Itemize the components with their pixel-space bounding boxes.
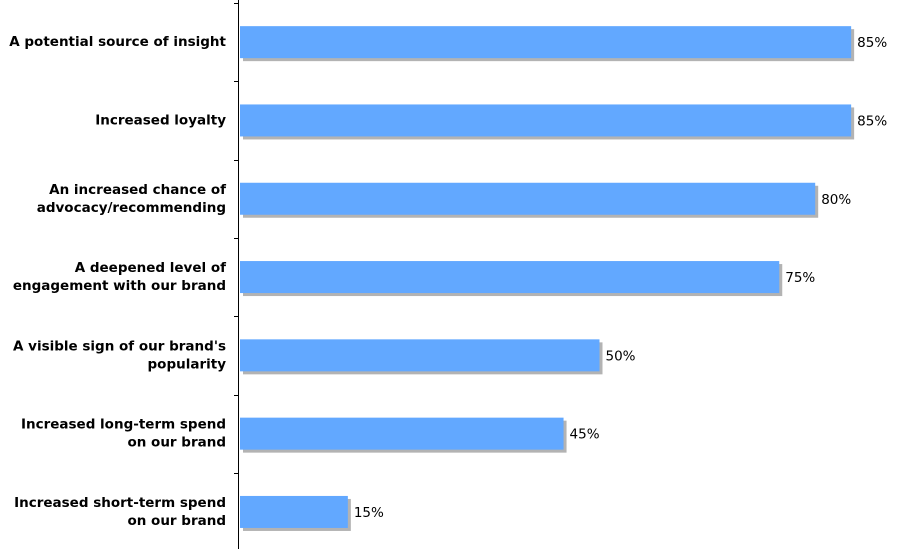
category-label: Increased long-term spend on our brand (21, 417, 226, 451)
bar (240, 104, 852, 137)
bar (240, 495, 348, 528)
category-label: An increased chance of advocacy/recommend… (37, 182, 226, 216)
value-label: 45% (570, 427, 600, 443)
bar (240, 417, 564, 450)
value-label: 80% (821, 192, 851, 208)
bar (240, 182, 816, 215)
category-label: A potential source of insight (9, 34, 226, 50)
category-label: Increased loyalty (95, 112, 226, 128)
value-label: 85% (857, 113, 887, 129)
value-label: 15% (354, 505, 384, 521)
bar (240, 261, 780, 294)
value-label: 50% (606, 348, 636, 364)
bar (240, 339, 600, 372)
bar (240, 26, 852, 59)
value-label: 85% (857, 35, 887, 51)
category-label: A deepened level of engagement with our b… (13, 260, 226, 294)
value-label: 75% (785, 270, 815, 286)
category-label: A visible sign of our brand's popularity (13, 338, 226, 372)
category-label: Increased short-term spend on our brand (14, 495, 226, 529)
